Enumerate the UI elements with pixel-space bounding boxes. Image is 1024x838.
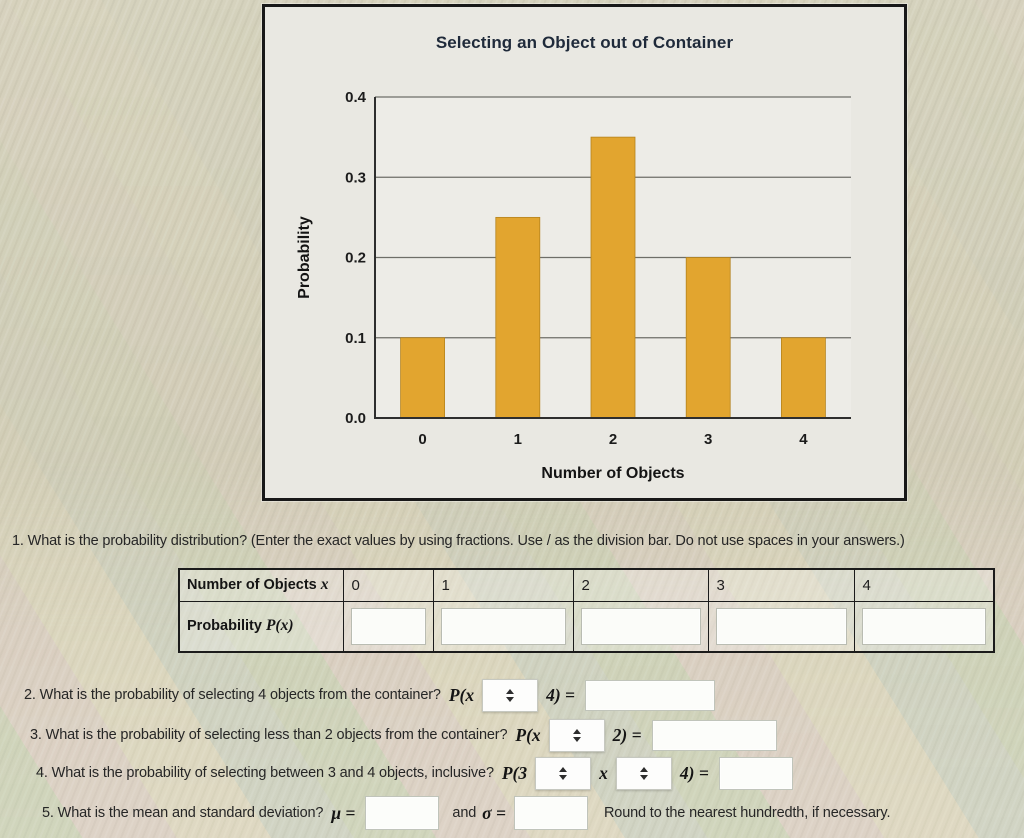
question-2-math-open: P(x [448, 684, 475, 705]
bar-4 [781, 337, 826, 419]
question-3-text: 3. What is the probability of selecting … [30, 727, 508, 743]
svg-text:3: 3 [704, 431, 712, 448]
svg-text:0.0: 0.0 [345, 410, 366, 427]
question-3-math-open: P(x [515, 724, 541, 745]
sigma-input[interactable] [513, 796, 588, 830]
mu-input[interactable] [365, 796, 440, 830]
probability-input-0[interactable] [350, 607, 426, 645]
probability-table: Number of Objects x 0 1 2 3 4 Probabilit… [178, 568, 995, 653]
x-value-3: 3 [707, 568, 855, 602]
svg-text:Probability: Probability [296, 216, 313, 299]
question-4-answer-input[interactable] [718, 756, 793, 790]
rounding-note: Round to the nearest hundredth, if neces… [603, 805, 891, 821]
question-4-math-var: x [599, 762, 608, 783]
svg-text:0.3: 0.3 [345, 169, 366, 186]
question-4-operator-select-2[interactable] [615, 756, 672, 790]
svg-text:0: 0 [418, 431, 426, 448]
svg-text:1: 1 [514, 431, 522, 448]
probability-bar-chart: 0.0 0.1 0.2 0.3 0.4 0 1 2 3 4 Number of Objects Pro… [296, 89, 851, 482]
table-probability-row: Probability P(x) [178, 600, 995, 652]
probability-var: P(x) [265, 617, 294, 634]
and-label: and [452, 805, 477, 821]
bar-3 [685, 257, 731, 419]
chart-title: Selecting an Object out of Container [435, 33, 734, 52]
question-4-math-close: 4) = [679, 762, 709, 783]
question-5: 5. What is the mean and standard deviati… [42, 794, 890, 832]
svg-text:0.2: 0.2 [345, 250, 366, 267]
x-value-2: 2 [572, 568, 709, 602]
question-3-operator-select[interactable] [548, 718, 605, 752]
svg-text:0.4: 0.4 [345, 89, 367, 106]
probability-input-3[interactable] [715, 607, 847, 645]
bar-1 [495, 216, 541, 419]
question-4-math-open: P(3 [501, 762, 528, 783]
question-4: 4. What is the probability of selecting … [36, 754, 793, 792]
table-header-row: Number of Objects x 0 1 2 3 4 [178, 568, 995, 602]
header-var-x: x [320, 576, 329, 594]
mu-label: μ = [331, 802, 356, 823]
sigma-label: σ = [482, 802, 506, 823]
updown-arrows-icon [559, 767, 567, 780]
probability-input-2[interactable] [580, 607, 701, 645]
probability-input-1[interactable] [440, 607, 566, 645]
updown-arrows-icon [506, 689, 514, 702]
question-2-operator-select[interactable] [482, 678, 539, 712]
chart-panel: Selecting an Object out of Container 0.0… [262, 4, 907, 501]
question-2-answer-input[interactable] [585, 679, 716, 711]
question-1-text: 1. What is the probability distribution?… [12, 533, 905, 549]
updown-arrows-icon [640, 767, 648, 780]
question-2: 2. What is the probability of selecting … [24, 676, 716, 714]
question-3: 3. What is the probability of selecting … [30, 716, 777, 754]
x-value-4: 4 [853, 568, 995, 602]
question-4-text: 4. What is the probability of selecting … [36, 765, 494, 781]
header-label: Number of Objects [187, 577, 317, 594]
svg-text:Number of Objects: Number of Objects [541, 465, 684, 482]
svg-text:2: 2 [609, 431, 617, 448]
question-3-answer-input[interactable] [651, 719, 777, 751]
x-value-0: 0 [342, 568, 434, 602]
table-header-probability: Probability P(x) [178, 600, 344, 652]
question-3-math-close: 2) = [612, 724, 642, 745]
bar-0 [400, 337, 446, 419]
updown-arrows-icon [573, 729, 581, 742]
probability-input-4[interactable] [861, 607, 986, 645]
table-header-number-of-objects: Number of Objects x [178, 568, 344, 602]
x-value-1: 1 [432, 568, 574, 602]
question-2-math-close: 4) = [546, 684, 576, 705]
bar-2 [590, 136, 636, 419]
probability-label: Probability [187, 618, 262, 634]
question-2-text: 2. What is the probability of selecting … [24, 687, 441, 703]
svg-text:4: 4 [799, 431, 808, 448]
question-5-text: 5. What is the mean and standard deviati… [42, 805, 324, 821]
svg-text:0.1: 0.1 [345, 330, 366, 347]
question-4-operator-select-1[interactable] [535, 756, 592, 790]
